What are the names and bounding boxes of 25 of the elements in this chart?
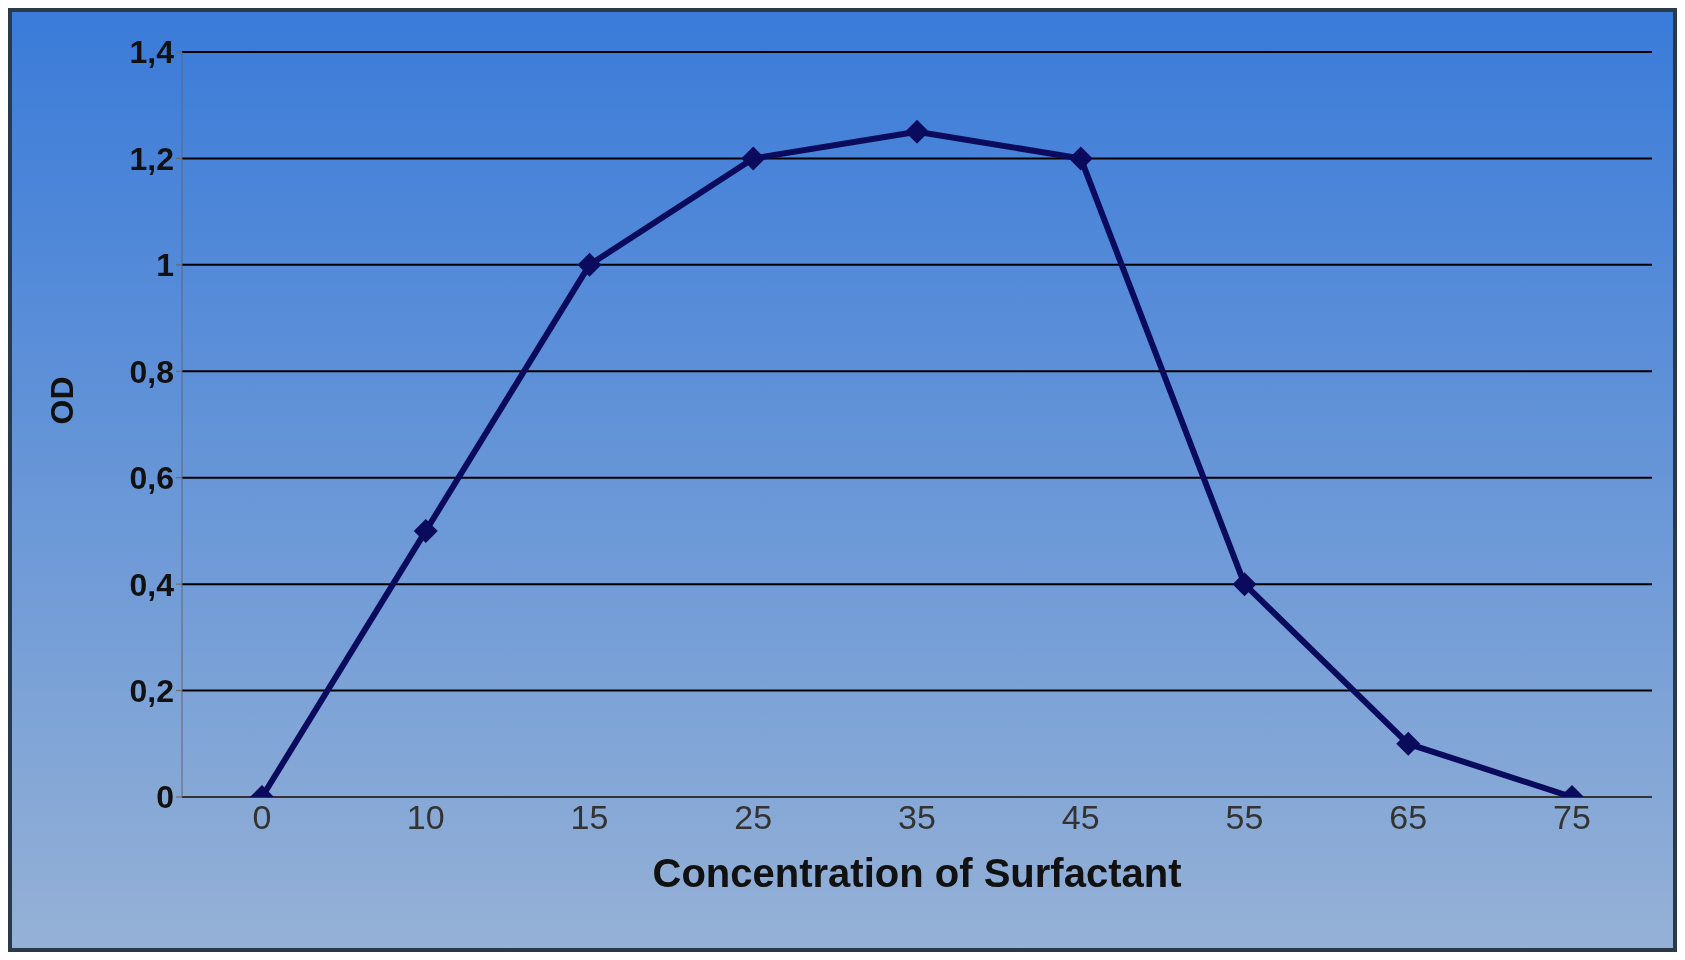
x-tick-label: 55 [1225, 798, 1264, 837]
x-tick-label: 10 [406, 798, 445, 837]
y-tick-label: 0,2 [129, 672, 174, 709]
point [905, 119, 929, 144]
point [1232, 572, 1257, 597]
point [1396, 731, 1421, 756]
x-tick-label: 75 [1553, 798, 1591, 837]
y-tick-label: 1,4 [129, 34, 175, 71]
x-tick-label: 35 [898, 798, 936, 837]
x-tick-label: 45 [1061, 798, 1100, 837]
x-tick-label: 0 [252, 798, 272, 837]
point [413, 518, 438, 543]
y-tick-label: 0,8 [129, 353, 174, 390]
point [1068, 146, 1093, 171]
y-tick-label: 0,6 [129, 460, 174, 497]
y-axis-title: OD [44, 376, 81, 425]
x-axis-title: Concentration of Surfactant [652, 851, 1182, 895]
x-tick-label: 15 [570, 798, 609, 837]
point [741, 146, 766, 171]
y-tick-label: 0,4 [129, 566, 175, 603]
y-tick-label: 1 [156, 247, 174, 284]
x-tick-label: 25 [734, 798, 773, 837]
x-tick-label: 65 [1389, 798, 1428, 837]
point [577, 252, 602, 277]
y-tick-label: 1,2 [129, 140, 174, 177]
